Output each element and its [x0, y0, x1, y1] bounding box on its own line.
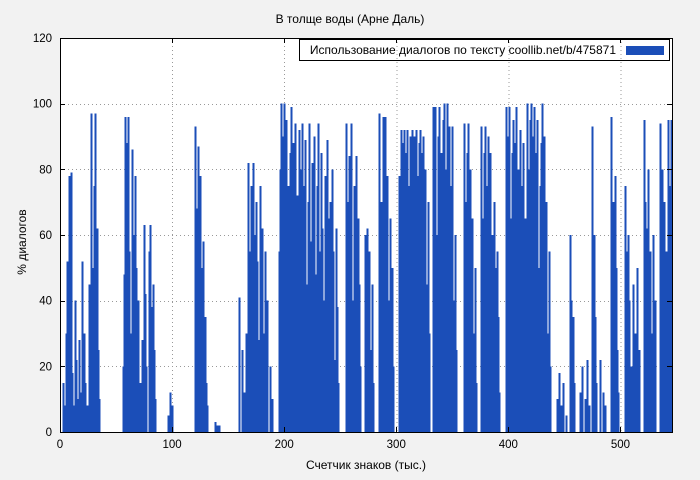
svg-text:40: 40: [39, 296, 52, 308]
x-axis-label: Счетчик знаков (тыс.): [305, 458, 427, 472]
chart-title: В толще воды (Арне Даль): [275, 12, 425, 26]
svg-text:0: 0: [57, 439, 63, 451]
svg-text:0: 0: [46, 427, 52, 439]
svg-text:200: 200: [275, 439, 294, 451]
svg-text:300: 300: [387, 439, 406, 451]
legend-label: Использование диалогов по тексту coollib…: [309, 43, 616, 57]
legend: Использование диалогов по тексту coollib…: [298, 39, 670, 61]
svg-text:400: 400: [499, 439, 518, 451]
svg-text:120: 120: [33, 33, 52, 45]
svg-text:100: 100: [33, 99, 52, 111]
y-axis-label: % диалогов: [15, 209, 29, 275]
svg-text:100: 100: [162, 439, 181, 451]
legend-swatch: [626, 45, 664, 55]
svg-text:80: 80: [39, 164, 52, 176]
svg-text:500: 500: [611, 439, 630, 451]
svg-text:60: 60: [39, 230, 52, 242]
svg-text:20: 20: [39, 361, 52, 373]
